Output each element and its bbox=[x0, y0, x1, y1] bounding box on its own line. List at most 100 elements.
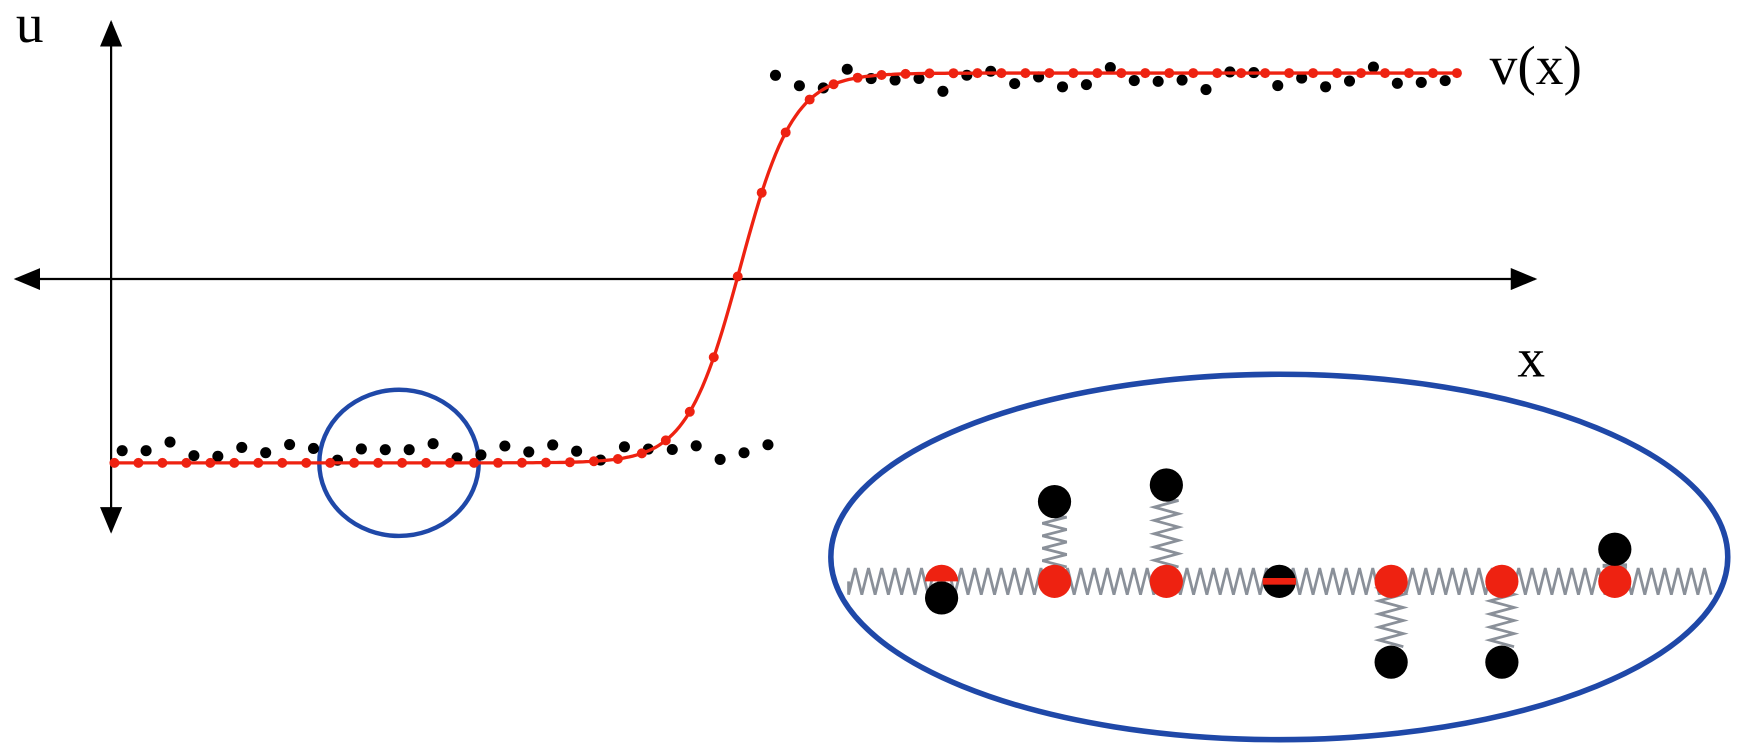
fit-dot bbox=[541, 458, 551, 468]
data-dot bbox=[1057, 81, 1068, 92]
fit-dot bbox=[1164, 68, 1174, 78]
plot bbox=[109, 62, 1461, 468]
fit-dot bbox=[1380, 68, 1390, 78]
data-dot bbox=[890, 74, 901, 85]
data-ball bbox=[1375, 646, 1408, 679]
data-dot bbox=[1009, 78, 1020, 89]
fit-dot bbox=[1068, 68, 1078, 78]
data-dot bbox=[380, 444, 391, 455]
fit-dot bbox=[925, 68, 935, 78]
fit-dot bbox=[157, 458, 167, 468]
fit-dot bbox=[829, 79, 839, 89]
data-dot bbox=[937, 86, 948, 97]
data-dot bbox=[961, 70, 972, 81]
fit-dot bbox=[277, 458, 287, 468]
data-dot bbox=[1440, 75, 1451, 86]
fit-dot bbox=[493, 458, 503, 468]
data-dot bbox=[260, 447, 271, 458]
data-dot bbox=[499, 440, 510, 451]
data-dot bbox=[1344, 76, 1355, 87]
fit-dot bbox=[133, 458, 143, 468]
data-dot bbox=[117, 445, 128, 456]
fit-dot bbox=[517, 458, 527, 468]
fit-dot bbox=[781, 127, 791, 137]
fit-dot bbox=[1116, 68, 1126, 78]
x-label: x bbox=[1517, 327, 1545, 388]
u-label: u bbox=[16, 0, 44, 54]
data-dot bbox=[1416, 77, 1427, 88]
node bbox=[925, 565, 958, 582]
fit-dot bbox=[685, 407, 695, 417]
fit-dot bbox=[1212, 68, 1222, 78]
data-ball bbox=[1485, 646, 1518, 679]
data-dot bbox=[667, 444, 678, 455]
fit-dot bbox=[181, 458, 191, 468]
data-dot bbox=[739, 447, 750, 458]
data-dot bbox=[985, 66, 996, 77]
data-dot bbox=[164, 437, 175, 448]
data-dot bbox=[1200, 84, 1211, 95]
fit-dot bbox=[349, 458, 359, 468]
data-dot bbox=[428, 438, 439, 449]
curve-label: v(x) bbox=[1490, 35, 1582, 96]
fit-dot bbox=[1356, 68, 1366, 78]
data-ball bbox=[1598, 533, 1631, 566]
data-dot bbox=[308, 443, 319, 454]
data-dot bbox=[842, 64, 853, 75]
data-dot bbox=[1129, 75, 1140, 86]
fit-dot bbox=[853, 73, 863, 83]
fit-dot bbox=[373, 458, 383, 468]
fit-dot bbox=[1260, 68, 1270, 78]
data-dot bbox=[715, 454, 726, 465]
fit-dot bbox=[661, 435, 671, 445]
fit-dot bbox=[1332, 68, 1342, 78]
node bbox=[1375, 565, 1408, 598]
data-dot bbox=[691, 440, 702, 451]
data-dot bbox=[1320, 81, 1331, 92]
data-dot bbox=[236, 442, 247, 453]
zoom-ellipse bbox=[831, 374, 1728, 739]
fit-dot bbox=[972, 68, 982, 78]
fit-dot bbox=[445, 458, 455, 468]
fit-dot bbox=[1236, 68, 1246, 78]
fit-dot bbox=[1308, 68, 1318, 78]
fit-dot bbox=[949, 68, 959, 78]
inset bbox=[849, 468, 1712, 678]
fit-dot bbox=[397, 458, 407, 468]
diagram: u x v(x) bbox=[0, 0, 1737, 743]
fit-dot bbox=[877, 70, 887, 80]
fit-dot bbox=[253, 458, 263, 468]
data-dot bbox=[523, 446, 534, 457]
fit-dot bbox=[805, 95, 815, 105]
fit-dot bbox=[1452, 68, 1462, 78]
fit-dot bbox=[1020, 68, 1030, 78]
fit-dot bbox=[757, 188, 767, 198]
fit-dot bbox=[1044, 68, 1054, 78]
fit-dot bbox=[589, 456, 599, 466]
fit-dot bbox=[205, 458, 215, 468]
data-dot bbox=[619, 441, 630, 452]
fit-dot bbox=[996, 68, 1006, 78]
fit-dot bbox=[637, 448, 647, 458]
data-dot bbox=[794, 80, 805, 91]
fit-dot bbox=[733, 272, 743, 282]
fit-dot bbox=[1092, 68, 1102, 78]
data-dot bbox=[770, 70, 781, 81]
data-dot bbox=[356, 443, 367, 454]
data-dot bbox=[571, 446, 582, 457]
fit-dot bbox=[1140, 68, 1150, 78]
spring bbox=[1154, 501, 1178, 567]
fit-dot bbox=[1404, 68, 1414, 78]
data-dot bbox=[475, 449, 486, 460]
fit-dot bbox=[709, 352, 719, 362]
data-dot bbox=[188, 450, 199, 461]
fit-dot bbox=[229, 458, 239, 468]
fit-dot bbox=[901, 69, 911, 79]
node bbox=[1263, 578, 1296, 585]
page: {"axes": {"y_label": "u", "x_label": "x"… bbox=[0, 0, 1737, 743]
node bbox=[1485, 565, 1518, 598]
fit-dot bbox=[421, 458, 431, 468]
data-ball bbox=[1038, 485, 1071, 518]
data-dot bbox=[1272, 80, 1283, 91]
fit-dot bbox=[1188, 68, 1198, 78]
